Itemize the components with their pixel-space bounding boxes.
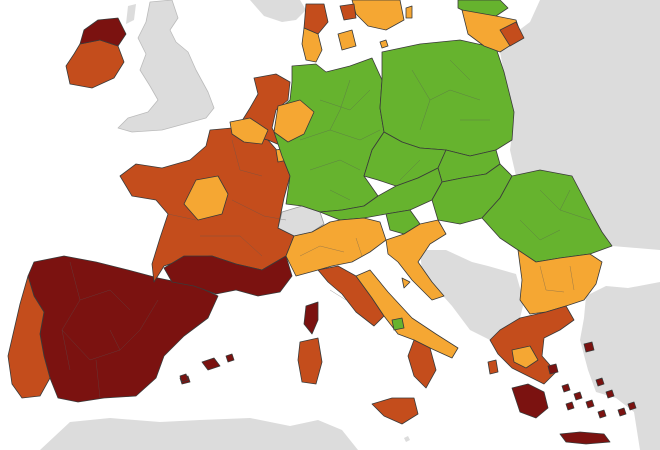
greece-north (489, 305, 575, 385)
no-data-land (40, 0, 660, 450)
ireland-group (65, 17, 127, 89)
northern-ireland (79, 17, 127, 47)
southeast (487, 249, 637, 445)
croatia-islands (401, 277, 411, 289)
italy-group (285, 217, 459, 442)
aegean-islands (547, 341, 637, 419)
sweden-red (339, 3, 357, 21)
poland (379, 39, 515, 157)
ionian-islands (487, 359, 499, 375)
corsica (303, 301, 319, 335)
italy-adriatic (355, 269, 459, 359)
crete (559, 431, 611, 445)
portugal (7, 275, 51, 399)
malta (404, 436, 410, 442)
central-europe (273, 0, 613, 263)
nordic (301, 0, 413, 63)
austria (319, 167, 443, 221)
france-occitanie (163, 255, 293, 297)
denmark (301, 27, 323, 63)
italy-south (407, 339, 437, 389)
france-centre (183, 175, 229, 221)
sweden-south (351, 0, 405, 31)
belgium-north (229, 117, 269, 145)
north-africa (40, 418, 358, 450)
greece-centre (511, 345, 539, 369)
specks (179, 353, 235, 383)
gotland (405, 5, 413, 19)
hebrides (126, 4, 136, 24)
bulgaria (517, 249, 603, 315)
germany-west-orange (273, 99, 315, 143)
france-group (119, 127, 319, 335)
western-balkans (420, 250, 524, 340)
sardinia (297, 337, 323, 385)
attica (511, 383, 549, 419)
mallorca (201, 357, 221, 371)
scandinavia (250, 0, 306, 22)
lithuania-east (499, 21, 525, 47)
iberia (7, 255, 221, 403)
jutland-north (303, 3, 329, 35)
zealand (337, 29, 357, 51)
turkey (580, 282, 660, 450)
croatia (385, 219, 447, 301)
great-britain (117, 0, 215, 133)
italy-green-spot (391, 317, 405, 331)
italy-centre (317, 265, 385, 327)
bornholm (379, 39, 389, 49)
sicily (371, 397, 419, 425)
eastern-europe (500, 0, 660, 250)
